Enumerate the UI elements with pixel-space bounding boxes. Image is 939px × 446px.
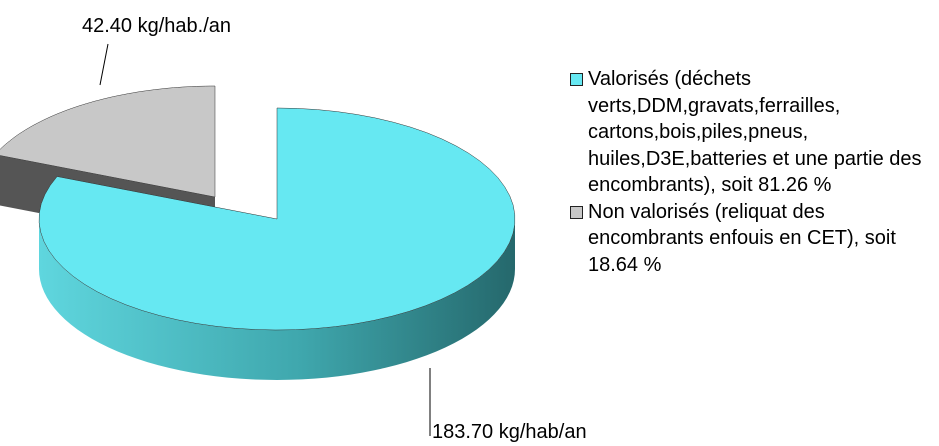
legend-swatch: [570, 73, 583, 86]
slice: [0, 85, 216, 198]
slice: [38, 107, 516, 331]
legend-swatch: [570, 205, 583, 219]
legend: Valorisés (déchets verts,DDM,gravats,fer…: [568, 66, 933, 278]
data-label: 42.40 kg/hab./an: [82, 15, 231, 37]
legend-label: Valorisés (déchets verts,DDM,gravats,fer…: [588, 68, 922, 196]
legend-item: Non valorisés (reliquat des encombrants …: [568, 199, 933, 279]
data-label: 183.70 kg/hab/an: [432, 421, 587, 443]
legend-item: Valorisés (déchets verts,DDM,gravats,fer…: [568, 66, 933, 199]
slice-wall: [39, 219, 515, 380]
legend-label: Non valorisés (reliquat des encombrants …: [588, 200, 896, 276]
leader-line: [99, 43, 109, 86]
